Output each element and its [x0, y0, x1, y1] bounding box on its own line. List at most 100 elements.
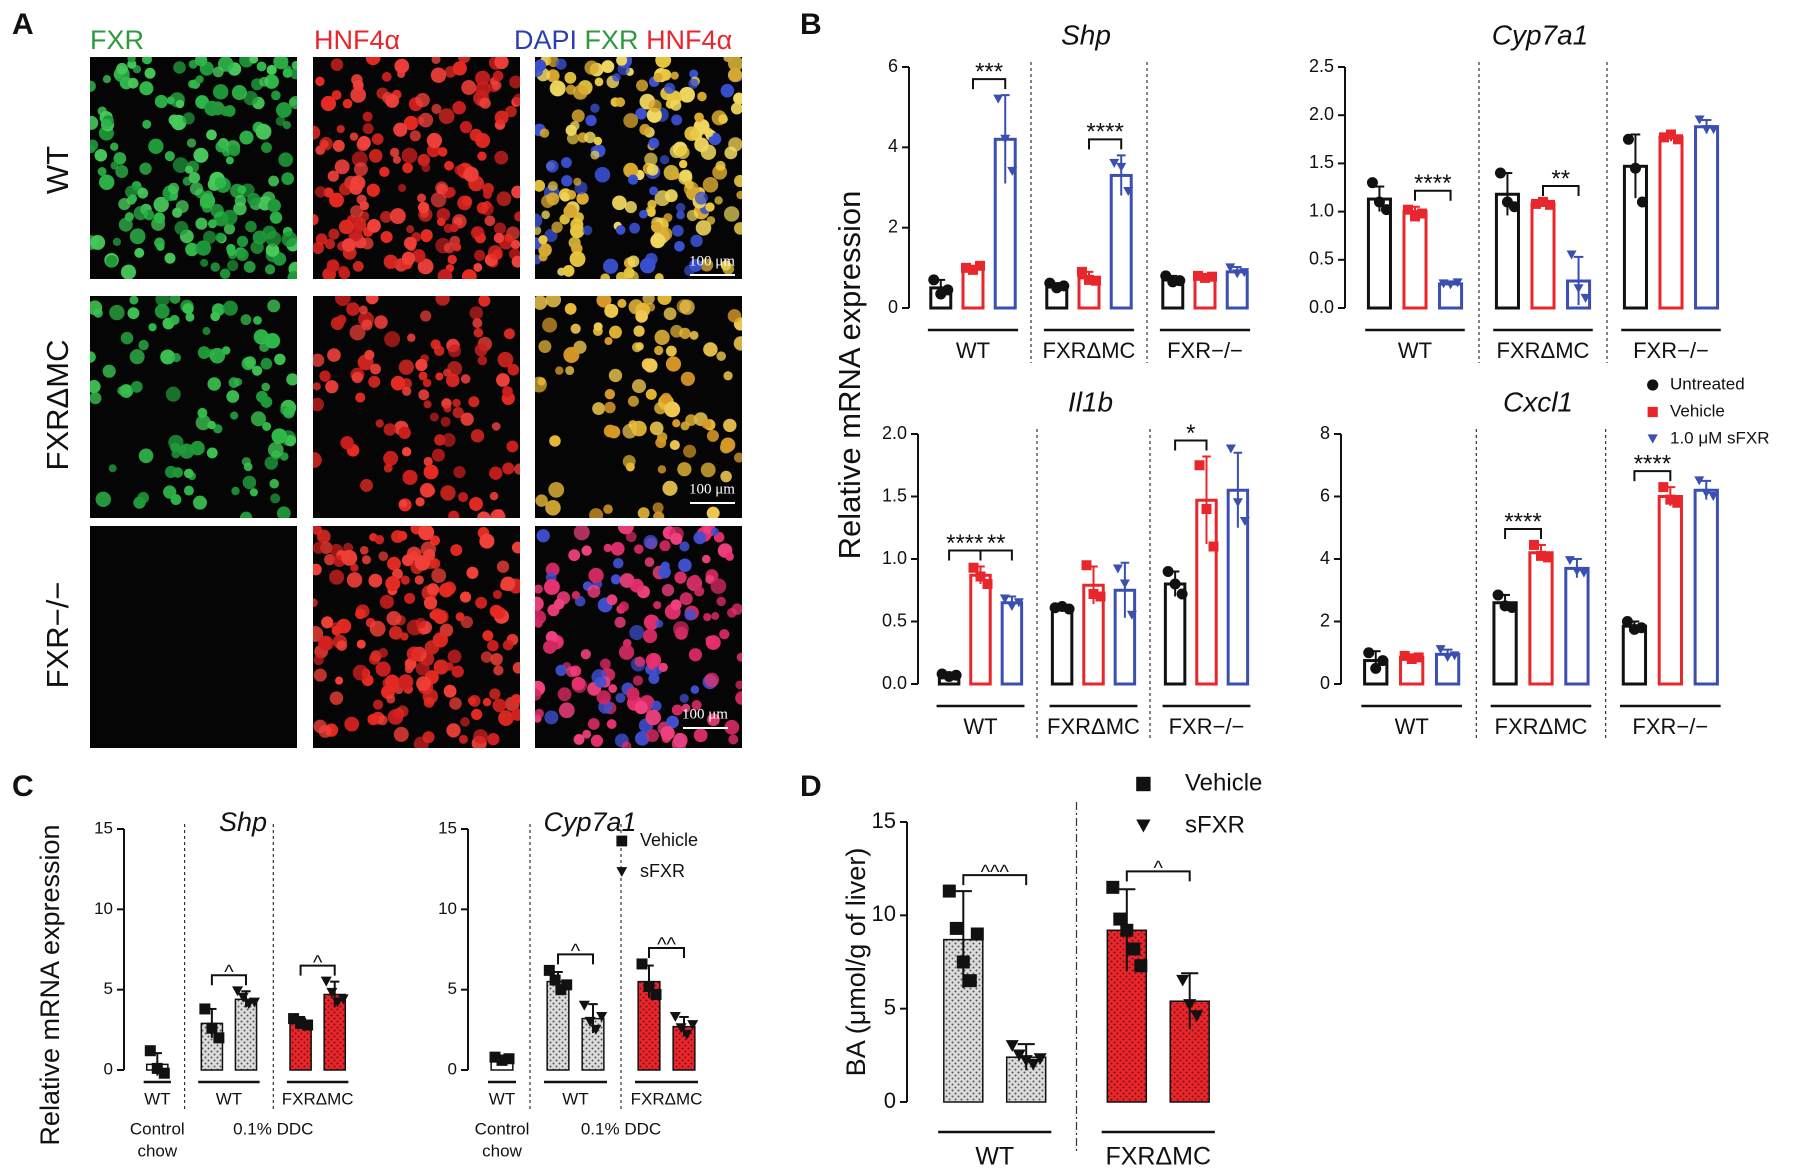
data-point — [975, 571, 986, 582]
cell — [426, 132, 443, 149]
x-tick-label: FXRΔMC — [631, 1089, 703, 1108]
cell — [212, 66, 224, 78]
cell — [102, 364, 116, 378]
cell — [290, 68, 297, 80]
cell — [452, 406, 464, 419]
cell — [418, 526, 435, 541]
cell — [190, 440, 205, 456]
data-point — [1183, 999, 1197, 1011]
cell — [581, 545, 592, 556]
cell — [593, 136, 603, 146]
cell — [736, 190, 742, 200]
bar — [1657, 495, 1683, 686]
bar — [1050, 606, 1074, 686]
cell — [580, 649, 591, 660]
cell — [642, 296, 655, 305]
cell — [673, 733, 688, 748]
cell — [727, 67, 742, 83]
cell — [542, 317, 558, 333]
cell — [360, 478, 373, 492]
cell — [90, 351, 96, 363]
significance-label: **** — [946, 530, 983, 557]
cell — [384, 674, 400, 690]
cell — [329, 569, 345, 585]
cell — [359, 201, 369, 211]
cell — [324, 238, 336, 250]
cell — [563, 346, 580, 363]
cell — [490, 652, 503, 666]
cell — [209, 347, 226, 364]
cell — [618, 644, 635, 660]
cell — [188, 171, 201, 184]
chart-title: Cyp7a1 — [1492, 19, 1589, 50]
cell — [313, 242, 325, 254]
cell — [320, 95, 337, 112]
cell — [346, 302, 360, 316]
cell — [728, 137, 742, 152]
cell — [500, 576, 516, 592]
bar — [1658, 135, 1684, 310]
y-tick-label: 2 — [888, 216, 898, 236]
data-point — [1621, 616, 1633, 627]
cell — [236, 235, 249, 248]
cell — [514, 463, 520, 475]
cell — [423, 456, 433, 467]
y-tick-label: 0 — [888, 297, 898, 317]
cell — [466, 566, 479, 579]
cell — [666, 715, 679, 729]
cell — [511, 694, 520, 705]
data-point — [1622, 133, 1634, 145]
cell — [479, 97, 491, 109]
cell — [429, 558, 441, 569]
column-title-part: HNF4α — [646, 25, 732, 55]
data-point — [1232, 269, 1243, 279]
cell — [200, 258, 209, 267]
cell — [617, 298, 627, 309]
cell — [701, 554, 711, 564]
cell — [130, 380, 143, 393]
cell — [487, 732, 500, 746]
cell — [374, 315, 388, 329]
cell — [195, 240, 212, 256]
cell — [604, 389, 616, 400]
y-tick-label: 0.5 — [1309, 249, 1334, 269]
cell — [571, 109, 585, 123]
data-point — [332, 997, 344, 1008]
cell — [182, 303, 194, 315]
cell — [654, 273, 664, 279]
data-point — [1380, 204, 1392, 216]
cell — [313, 214, 319, 226]
micrograph — [535, 57, 742, 279]
legend-label: Vehicle — [1185, 769, 1262, 796]
legend-label: sFXR — [640, 861, 685, 881]
cell — [138, 448, 154, 464]
cell — [118, 217, 133, 232]
data-point — [950, 669, 962, 681]
cell — [664, 401, 681, 418]
cell — [475, 596, 488, 609]
data-point — [1635, 622, 1647, 634]
legend-label: Vehicle — [1670, 401, 1725, 420]
column-title-part: HNF4α — [314, 25, 400, 55]
cell — [90, 235, 106, 250]
cell — [221, 346, 231, 355]
chart-title: Cyp7a1 — [543, 807, 636, 837]
data-point — [543, 964, 555, 976]
cell — [436, 217, 446, 227]
cell — [635, 731, 650, 746]
cell — [672, 419, 681, 428]
y-tick-label: 2.0 — [1309, 104, 1334, 124]
legend-label: sFXR — [1185, 811, 1245, 838]
micrograph — [313, 526, 520, 748]
cell — [496, 191, 512, 207]
cell — [694, 586, 705, 597]
y-tick-label: 0.0 — [882, 673, 907, 693]
cell — [148, 323, 157, 332]
cell — [375, 661, 391, 677]
cell — [679, 299, 695, 315]
data-point — [1452, 278, 1463, 288]
cell — [430, 67, 447, 83]
cell — [385, 94, 399, 108]
cell — [313, 353, 325, 367]
data-point — [999, 594, 1010, 604]
